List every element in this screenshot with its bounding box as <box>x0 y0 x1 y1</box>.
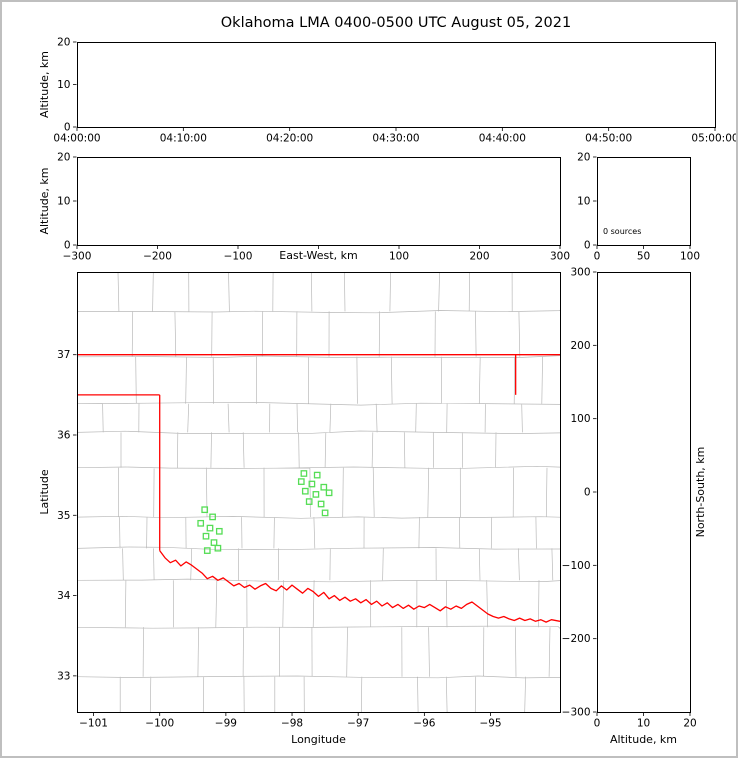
x-axis-label-plan-view: Longitude <box>291 733 346 746</box>
x-tick-label: 04:20:00 <box>266 133 313 145</box>
y-axis-label-plan-view: Latitude <box>38 469 51 515</box>
y-tick-label: −200 <box>562 633 591 645</box>
lma-station-marker <box>300 470 308 477</box>
lma-station-marker <box>312 491 320 498</box>
x-tick-label: 05:00:00 <box>691 133 738 145</box>
x-tick-label: 0 <box>594 251 601 263</box>
lma-station-marker <box>197 519 205 527</box>
axes-layer: 04:00:00 04:10:00 04:20:00 04:30:00 04:40:00… <box>53 37 738 730</box>
y-tick-label: 10 <box>577 196 590 208</box>
y-tick-label: 300 <box>570 267 590 279</box>
x-tick-label: 04:00:00 <box>53 133 100 145</box>
annotation-source-count: 0 sources <box>603 227 641 236</box>
y-tick-label: 35 <box>57 510 70 522</box>
lma-station-marker <box>215 527 223 535</box>
x-tick-label: 04:40:00 <box>479 133 526 145</box>
lma-station-marker <box>297 478 305 485</box>
x-tick-label: 200 <box>469 251 489 263</box>
y-tick-label: 36 <box>57 429 71 441</box>
y-tick-label: 20 <box>57 37 70 49</box>
lma-station-marker <box>214 544 222 552</box>
y-tick-label: −300 <box>562 707 591 719</box>
y-tick-label: 34 <box>57 590 71 602</box>
lma-station-marker <box>301 487 309 495</box>
x-tick-label: −100 <box>145 718 174 730</box>
x-tick-label: −98 <box>281 718 303 730</box>
y-tick-label: 0 <box>64 240 71 252</box>
panel-frame-time_height <box>77 42 716 128</box>
panel-frame-alt_histogram <box>597 157 691 246</box>
panel-frame-ns_height <box>597 272 691 713</box>
x-tick-label: −100 <box>224 251 253 263</box>
lma-station-marker <box>320 483 328 491</box>
x-tick-label: 04:10:00 <box>160 133 207 145</box>
panel-frame-ew_height <box>77 157 561 246</box>
lma-station-marker <box>210 539 218 546</box>
y-tick-label: −100 <box>562 560 591 572</box>
x-tick-label: 300 <box>550 251 570 263</box>
x-tick-label: 04:30:00 <box>372 133 419 145</box>
lma-station-marker <box>203 547 211 554</box>
state-border-red-river <box>159 550 560 623</box>
lma-station-marker <box>308 480 316 488</box>
x-tick-label: −96 <box>413 718 435 730</box>
x-tick-label: 100 <box>389 251 409 263</box>
x-tick-label: −300 <box>63 251 92 263</box>
x-tick-label: 20 <box>683 718 696 730</box>
lma-station-marker <box>206 524 214 532</box>
plot-title: Oklahoma LMA 0400-0500 UTC August 05, 20… <box>220 15 572 31</box>
lma-station-marker <box>305 498 313 505</box>
y-tick-label: 0 <box>584 487 591 499</box>
x-tick-label: −97 <box>347 718 369 730</box>
y-tick-label: 0 <box>64 122 71 134</box>
x-tick-label: 0 <box>594 718 601 730</box>
x-tick-label: −99 <box>215 718 237 730</box>
x-tick-label: 50 <box>637 251 650 263</box>
x-axis-label-ew-height: East-West, km <box>279 249 357 262</box>
y-tick-label: 100 <box>570 413 590 425</box>
lma-station-marker <box>325 489 333 497</box>
y-tick-label: 33 <box>57 670 70 682</box>
y-axis-label-ew-height: Altitude, km <box>38 167 51 234</box>
x-tick-label: 04:50:00 <box>585 133 632 145</box>
x-tick-label: −200 <box>143 251 172 263</box>
y-axis-label-ns-height: North-South, km <box>694 447 707 538</box>
lma-station-marker <box>201 506 209 514</box>
x-axis-label-ns-height: Altitude, km <box>610 733 677 746</box>
map-layer <box>77 272 560 712</box>
y-axis-label-time-height: Altitude, km <box>38 51 51 118</box>
y-tick-label: 10 <box>57 79 70 91</box>
y-tick-label: 37 <box>57 349 70 361</box>
x-tick-label: 100 <box>680 251 700 263</box>
lma-station-marker <box>209 513 216 521</box>
x-tick-label: −95 <box>479 718 501 730</box>
lma-station-marker <box>313 471 321 479</box>
lma-station-marker <box>202 532 210 540</box>
y-tick-label: 200 <box>570 340 590 352</box>
y-tick-label: 0 <box>584 240 591 252</box>
panel-frame-plan_view <box>77 272 561 713</box>
x-tick-label: −101 <box>79 718 108 730</box>
lma-station-marker <box>317 500 325 508</box>
y-tick-label: 10 <box>57 196 70 208</box>
x-tick-label: 10 <box>637 718 650 730</box>
lma-station-marker <box>321 509 329 517</box>
y-tick-label: 20 <box>57 152 70 164</box>
y-tick-label: 20 <box>577 152 590 164</box>
